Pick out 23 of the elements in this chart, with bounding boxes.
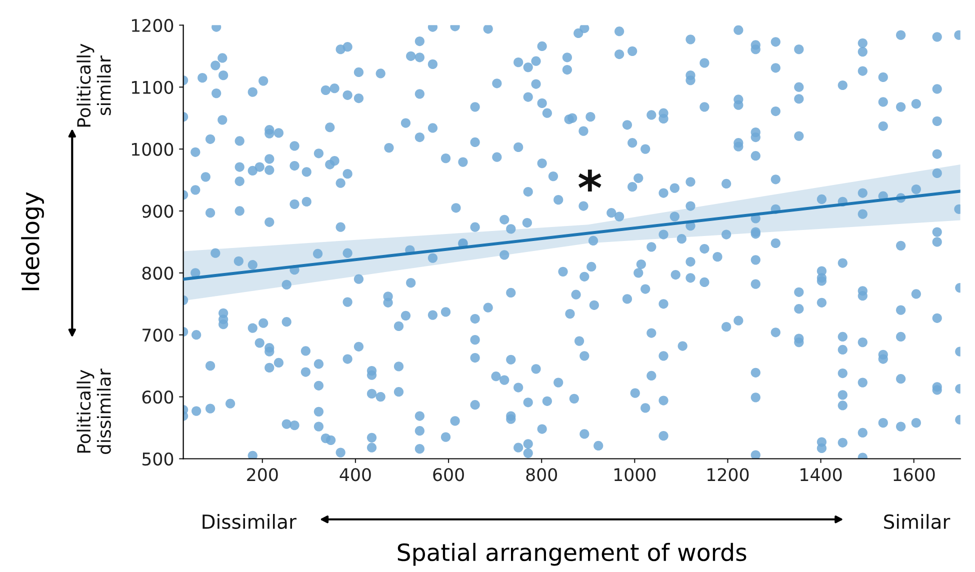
x-tick-label: 800: [526, 468, 558, 482]
x-tick-label: 200: [247, 468, 278, 482]
annotation: *: [578, 170, 602, 192]
y-tick-label: 1200: [132, 18, 174, 32]
text: Politically similar: [76, 44, 111, 127]
y-tick-label: 900: [142, 204, 174, 218]
y-tick-label: 1000: [132, 142, 174, 156]
y-axis-title: Ideology: [21, 192, 44, 290]
text: Politically dissimilar: [76, 368, 111, 454]
text: Similar: [884, 514, 950, 530]
y-tick-label: 700: [142, 328, 174, 342]
y-tick-label: 500: [142, 452, 174, 466]
y-tick-label: 800: [142, 266, 174, 280]
x-tick-label: 1200: [708, 468, 749, 482]
x-axis-title: Spatial arrangement of words: [398, 542, 746, 566]
x-tick-label: 600: [433, 468, 464, 482]
x-tick-label: 1000: [614, 468, 656, 482]
x-tick-label: 1400: [800, 468, 842, 482]
x-tick-label: 400: [340, 468, 371, 482]
y-tick-label: 600: [142, 390, 174, 404]
text: Dissimilar: [202, 514, 296, 530]
y-tick-label: 1100: [132, 80, 174, 94]
x-tick-label: 1600: [894, 468, 935, 482]
